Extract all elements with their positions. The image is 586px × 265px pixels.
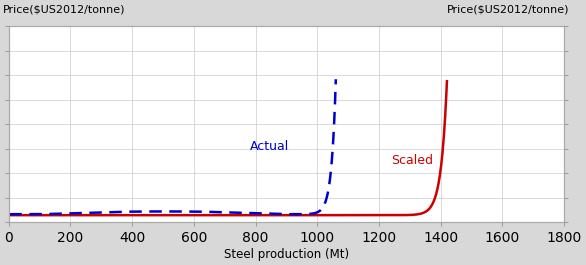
Text: Price($US2012/tonne): Price($US2012/tonne): [3, 5, 125, 15]
Text: Scaled: Scaled: [391, 154, 434, 167]
Text: Actual: Actual: [250, 140, 289, 153]
Text: Price($US2012/tonne): Price($US2012/tonne): [447, 5, 570, 15]
X-axis label: Steel production (Mt): Steel production (Mt): [224, 248, 349, 261]
